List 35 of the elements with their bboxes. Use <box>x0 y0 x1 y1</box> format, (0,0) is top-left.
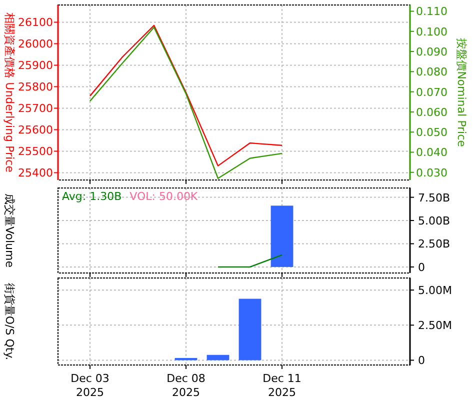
x-tick-label: Dec 11 2025 <box>262 372 302 399</box>
x-tick-label: Dec 08 2025 <box>166 372 206 399</box>
y-tick-label: 5.00M <box>418 284 452 298</box>
x-tick-label: Dec 03 2025 <box>70 372 110 399</box>
y-tick-label: 25900 <box>18 59 53 72</box>
y2-tick-label: 0.060 <box>416 106 448 119</box>
y-tick-label: 0 <box>418 354 425 368</box>
y-tick-label: 26100 <box>18 16 53 30</box>
y2-tick-label: 0.110 <box>416 5 448 18</box>
bar <box>238 298 262 360</box>
y-tick-label: 25700 <box>18 102 53 116</box>
y-axis-title: 街貨量O/S Qty. <box>3 282 16 360</box>
y2-tick-label: 0.050 <box>416 126 448 140</box>
y-tick-label: 2.50M <box>418 319 452 332</box>
y-tick-label: 25500 <box>18 145 53 158</box>
y-tick-label: 25600 <box>18 124 53 137</box>
annotation: VOL: 50.00K <box>130 190 198 203</box>
y-tick-label: 25400 <box>18 166 53 180</box>
y2-tick-label: 0.070 <box>416 86 448 99</box>
y2-tick-label: 0.040 <box>416 146 448 160</box>
y-axis-title: 成交量Volume <box>3 194 16 268</box>
bar <box>206 354 230 360</box>
y-tick-label: 25800 <box>18 80 53 94</box>
y-axis-title: 相關資產價格 Underlying Price <box>3 12 16 173</box>
y-tick-label: 7.50B <box>418 191 450 204</box>
y-tick-label: 2.50B <box>418 238 450 251</box>
y2-tick-label: 0.090 <box>416 46 448 59</box>
y2-tick-label: 0.080 <box>416 66 448 79</box>
y-tick-label: 5.00B <box>418 214 450 228</box>
y2-axis-title: 按盤價Nominal Price <box>455 38 468 148</box>
y-tick-label: 0 <box>418 260 425 274</box>
y-tick-label: 26000 <box>18 38 53 51</box>
annotation: Avg: 1.30B <box>62 190 122 203</box>
y2-tick-label: 0.030 <box>416 166 448 180</box>
y2-tick-label: 0.100 <box>416 25 448 38</box>
